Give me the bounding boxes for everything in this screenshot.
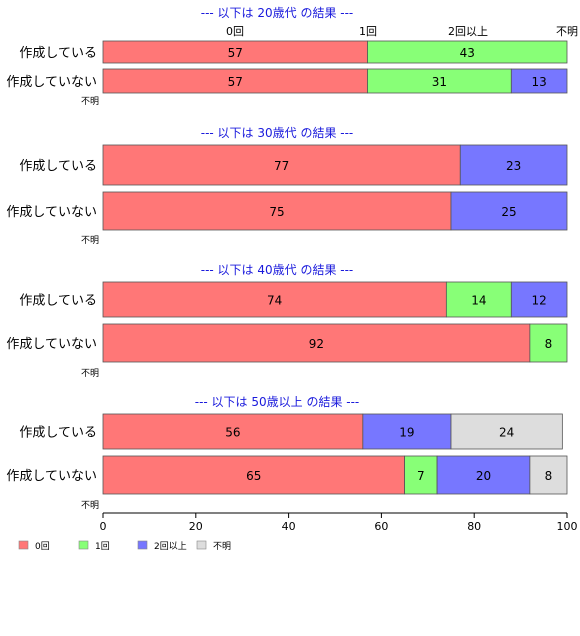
bar-segment xyxy=(510,68,568,94)
panel-title: --- 以下は 40歳代 の結果 --- xyxy=(201,263,354,277)
data-label: 12 xyxy=(532,294,547,308)
bar-segment xyxy=(529,455,568,495)
data-label: 8 xyxy=(545,337,553,351)
bar-segment xyxy=(102,144,461,186)
bar-segment xyxy=(102,191,452,231)
data-label: 75 xyxy=(269,205,284,219)
bar-segment xyxy=(436,455,531,495)
data-label: 24 xyxy=(499,426,514,440)
bar-segment xyxy=(362,413,452,450)
data-label: 19 xyxy=(399,426,414,440)
bar-segment xyxy=(102,323,531,363)
header-label: 1回 xyxy=(359,25,377,38)
row-label: 作成していない xyxy=(6,205,97,220)
data-label: 31 xyxy=(432,75,447,89)
data-label: 56 xyxy=(225,426,240,440)
bar-segment xyxy=(450,191,568,231)
data-label: 25 xyxy=(501,205,516,219)
data-label: 43 xyxy=(460,46,475,60)
legend-label: 2回以上 xyxy=(154,541,187,552)
legend-swatch xyxy=(137,540,148,550)
x-tick-label: 0 xyxy=(100,520,107,533)
bar-segment xyxy=(102,68,368,94)
bar-segment xyxy=(367,40,568,64)
x-tick-label: 100 xyxy=(557,520,578,533)
bar-segment xyxy=(102,413,364,450)
data-label: 57 xyxy=(228,75,243,89)
row-label: 作成していない xyxy=(6,469,97,484)
x-tick-label: 20 xyxy=(189,520,203,533)
data-label: 7 xyxy=(417,469,425,483)
panel-title: --- 以下は 50歳以上 の結果 --- xyxy=(195,395,360,409)
data-label: 57 xyxy=(228,46,243,60)
row-label: 作成している xyxy=(19,159,97,174)
header-label: 2回以上 xyxy=(448,25,488,38)
legend-swatch xyxy=(196,540,207,550)
header-label: 0回 xyxy=(226,25,244,38)
panel-title: --- 以下は 30歳代 の結果 --- xyxy=(201,126,354,140)
row-label: 作成している xyxy=(19,294,97,309)
data-label: 8 xyxy=(545,469,553,483)
x-tick-label: 80 xyxy=(467,520,481,533)
row-label: 作成していない xyxy=(6,75,97,90)
data-label: 92 xyxy=(309,337,324,351)
x-tick-label: 60 xyxy=(374,520,388,533)
footnote: 不明 xyxy=(81,500,99,511)
bar-segment xyxy=(529,323,568,363)
data-label: 20 xyxy=(476,469,491,483)
data-label: 23 xyxy=(506,159,521,173)
data-label: 13 xyxy=(532,75,547,89)
legend-label: 1回 xyxy=(95,541,110,552)
legend-label: 0回 xyxy=(35,541,50,552)
data-label: 65 xyxy=(246,469,261,483)
bar-segment xyxy=(450,413,563,450)
row-label: 作成していない xyxy=(6,337,97,352)
bar-segment xyxy=(445,281,512,318)
bar-segment xyxy=(404,455,438,495)
bar-segment xyxy=(102,281,447,318)
x-tick-label: 40 xyxy=(282,520,296,533)
data-label: 77 xyxy=(274,159,289,173)
legend-label: 不明 xyxy=(213,541,231,552)
data-label: 74 xyxy=(267,294,282,308)
header-label: 不明 xyxy=(556,25,578,38)
legend-swatch xyxy=(18,540,29,550)
footnote: 不明 xyxy=(81,368,99,379)
row-label: 作成している xyxy=(19,426,97,441)
footnote: 不明 xyxy=(81,96,99,107)
legend-swatch xyxy=(78,540,89,550)
data-label: 14 xyxy=(471,294,486,308)
row-label: 作成している xyxy=(19,46,97,61)
bar-segment xyxy=(459,144,568,186)
bar-segment xyxy=(510,281,568,318)
footnote: 不明 xyxy=(81,235,99,246)
panel-title: --- 以下は 20歳代 の結果 --- xyxy=(201,6,354,20)
